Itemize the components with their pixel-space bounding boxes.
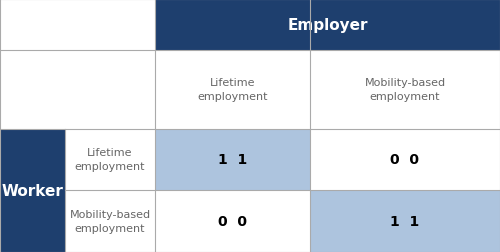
Text: Worker: Worker: [2, 183, 64, 198]
Text: Employer: Employer: [287, 18, 368, 33]
Bar: [0, 0, 155, 129]
Text: 1  1: 1 1: [390, 214, 420, 228]
Bar: [65, 190, 155, 252]
Text: Lifetime
employment: Lifetime employment: [75, 148, 145, 172]
Text: Lifetime
employment: Lifetime employment: [197, 78, 268, 102]
Bar: [310, 129, 500, 190]
Text: 0  0: 0 0: [218, 214, 247, 228]
Text: Mobility-based
employment: Mobility-based employment: [364, 78, 446, 102]
Bar: [0, 129, 65, 252]
Bar: [155, 129, 310, 190]
Text: Mobility-based
employment: Mobility-based employment: [70, 209, 150, 233]
Bar: [65, 129, 155, 190]
Text: 0  0: 0 0: [390, 153, 420, 167]
Bar: [310, 190, 500, 252]
Bar: [310, 50, 500, 129]
Bar: [155, 190, 310, 252]
Bar: [155, 0, 500, 50]
Bar: [155, 50, 310, 129]
Text: 1  1: 1 1: [218, 153, 247, 167]
